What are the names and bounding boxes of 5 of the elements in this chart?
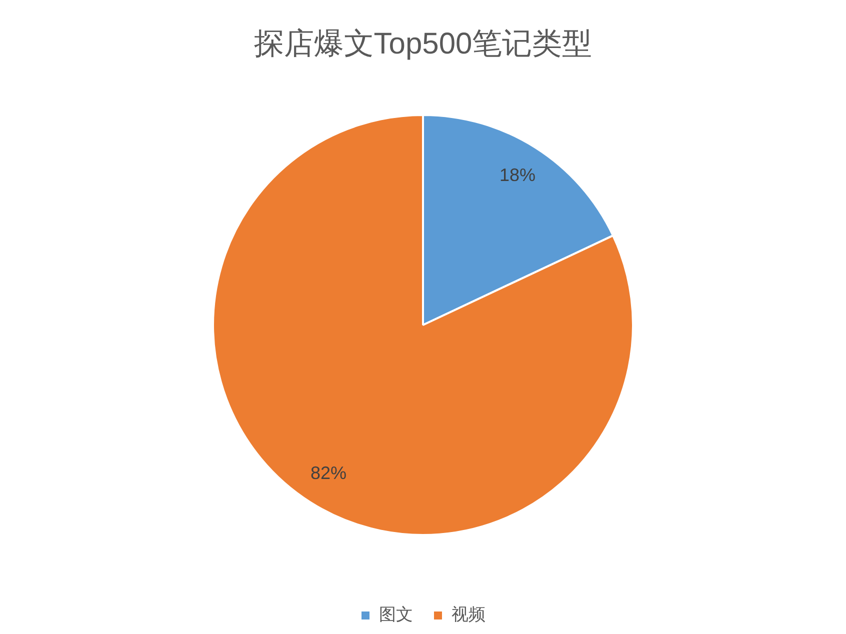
legend-label: 视频 — [452, 605, 486, 624]
data-label: 18% — [500, 165, 536, 186]
legend-label: 图文 — [379, 605, 413, 624]
data-label: 82% — [310, 462, 346, 483]
chart-title: 探店爆文Top500笔记类型 — [254, 27, 592, 60]
